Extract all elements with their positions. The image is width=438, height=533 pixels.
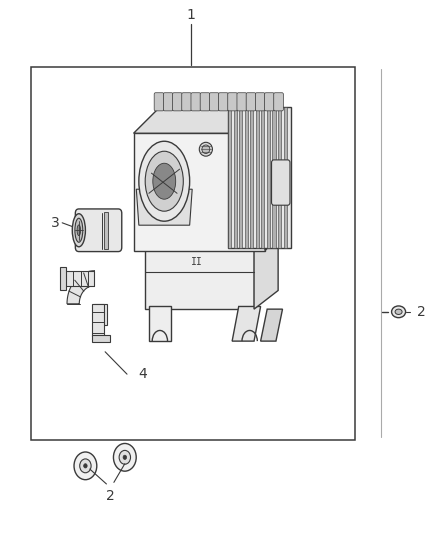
Bar (283, 107, 286, 248)
Text: 4: 4 (138, 367, 147, 381)
Bar (261, 107, 265, 248)
Text: 2: 2 (106, 489, 115, 503)
FancyBboxPatch shape (237, 93, 247, 111)
Polygon shape (261, 309, 283, 341)
Bar (278, 107, 281, 248)
Polygon shape (149, 306, 171, 341)
Polygon shape (232, 306, 261, 341)
Polygon shape (92, 304, 104, 336)
FancyBboxPatch shape (163, 93, 173, 111)
Bar (60, 266, 66, 290)
FancyBboxPatch shape (191, 93, 201, 111)
Polygon shape (67, 271, 94, 304)
Bar (92, 335, 110, 342)
Text: 3: 3 (51, 216, 60, 230)
Text: II: II (191, 257, 203, 267)
Polygon shape (265, 109, 289, 251)
Bar (228, 107, 291, 248)
Bar (251, 107, 254, 248)
Bar (234, 107, 237, 248)
FancyBboxPatch shape (182, 93, 191, 111)
Bar (228, 107, 231, 248)
FancyBboxPatch shape (255, 93, 265, 111)
Bar (104, 212, 108, 249)
FancyBboxPatch shape (173, 93, 182, 111)
Circle shape (123, 455, 127, 459)
Bar (245, 107, 248, 248)
Ellipse shape (153, 163, 176, 199)
FancyBboxPatch shape (219, 93, 228, 111)
Circle shape (113, 443, 136, 471)
FancyBboxPatch shape (209, 93, 219, 111)
Polygon shape (134, 109, 289, 133)
Bar (267, 107, 270, 248)
Text: 2: 2 (417, 305, 426, 319)
FancyBboxPatch shape (228, 93, 237, 111)
FancyBboxPatch shape (265, 93, 274, 111)
Ellipse shape (202, 145, 210, 154)
Ellipse shape (395, 309, 402, 314)
Circle shape (80, 459, 91, 473)
Ellipse shape (72, 214, 85, 247)
Ellipse shape (77, 225, 81, 236)
FancyBboxPatch shape (75, 209, 122, 252)
Circle shape (74, 452, 97, 480)
Polygon shape (94, 304, 107, 325)
Polygon shape (145, 248, 254, 309)
Text: 1: 1 (186, 9, 195, 22)
Bar (272, 107, 276, 248)
Ellipse shape (139, 141, 190, 221)
Circle shape (119, 450, 131, 464)
Bar (239, 107, 242, 248)
FancyBboxPatch shape (246, 93, 256, 111)
Circle shape (84, 464, 87, 468)
FancyBboxPatch shape (200, 93, 210, 111)
Polygon shape (254, 248, 278, 309)
Ellipse shape (75, 219, 83, 242)
FancyBboxPatch shape (154, 93, 164, 111)
Bar (256, 107, 259, 248)
FancyBboxPatch shape (272, 160, 290, 205)
Ellipse shape (392, 306, 406, 318)
Bar (31, 67, 355, 440)
Ellipse shape (145, 151, 183, 211)
Polygon shape (134, 133, 265, 251)
Polygon shape (64, 271, 94, 286)
FancyBboxPatch shape (274, 93, 283, 111)
Polygon shape (136, 189, 192, 225)
Ellipse shape (199, 142, 212, 156)
